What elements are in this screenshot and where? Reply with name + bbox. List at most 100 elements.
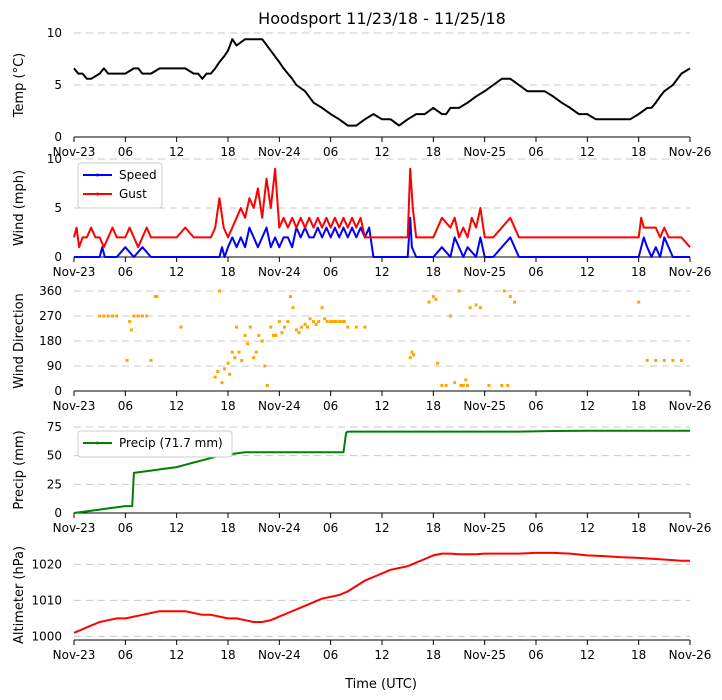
data-point: [342, 320, 346, 324]
data-point: [329, 320, 333, 324]
data-point: [323, 317, 327, 321]
data-point: [679, 358, 683, 362]
data-point: [314, 322, 318, 326]
x-tick-label: 12: [580, 265, 595, 279]
panel-alt: 1000 1010 1020 Nov-23 06 12 18 Nov-24 06 12 18 Nov-…: [12, 546, 711, 662]
legend-marker: [96, 441, 99, 445]
x-tick-label: 18: [220, 265, 235, 279]
x-tick-label: 18: [220, 648, 235, 662]
x-tick-label: Nov-23: [53, 265, 96, 279]
x-tick-label: 06: [528, 399, 543, 413]
data-point: [269, 325, 273, 329]
series-line-speed: [74, 216, 690, 258]
data-point: [240, 358, 244, 362]
x-tick-label: 06: [118, 521, 133, 535]
x-tick-label: 18: [426, 145, 441, 159]
x-tick-label: Nov-24: [258, 145, 301, 159]
data-point: [508, 295, 512, 299]
x-tick-label: 06: [323, 145, 338, 159]
data-point: [263, 364, 267, 368]
legend-label: Precip (71.7 mm): [119, 436, 223, 450]
data-point: [363, 325, 367, 329]
data-point: [153, 295, 157, 299]
data-point: [288, 295, 292, 299]
x-tick-label: 06: [118, 265, 133, 279]
x-axis-label: Time (UTC): [344, 677, 417, 692]
series-line-temp: [73, 38, 691, 127]
panel-wind: 0 5 10 Nov-23 06 12 18 Nov-24 06 12 18 Nov-25 06 12 18…: [12, 152, 711, 279]
data-point: [325, 320, 329, 324]
data-point: [300, 325, 304, 329]
data-point: [115, 314, 119, 318]
data-point: [106, 314, 110, 318]
data-point: [243, 333, 247, 337]
x-tick-label: Nov-26: [669, 145, 712, 159]
y-axis-label-precip: Precip (mm): [12, 430, 27, 509]
data-point: [297, 331, 301, 335]
series-line-altimeter: [73, 551, 690, 634]
series-line-precip: [73, 429, 690, 514]
data-point: [513, 300, 517, 304]
data-point: [506, 383, 510, 387]
data-point: [459, 383, 463, 387]
x-tick-label: 18: [426, 648, 441, 662]
data-point: [140, 314, 144, 318]
data-point: [235, 325, 239, 329]
x-tick-label: 12: [374, 145, 389, 159]
data-point: [412, 353, 416, 357]
x-tick-label: 18: [631, 521, 646, 535]
y-tick-label: 0: [54, 506, 62, 520]
y-tick-label: 270: [39, 309, 62, 323]
data-point: [254, 350, 258, 354]
x-tick-label: 12: [169, 399, 184, 413]
data-point: [111, 314, 114, 318]
data-point: [671, 358, 675, 362]
data-point: [453, 381, 457, 385]
data-point: [277, 320, 281, 324]
y-tick-label: 180: [39, 334, 62, 348]
data-point: [500, 383, 504, 387]
x-tick-label: 12: [169, 145, 184, 159]
x-tick-label: 06: [323, 399, 338, 413]
data-point: [466, 383, 470, 387]
data-point: [461, 383, 465, 387]
data-point: [346, 325, 350, 329]
panel-precip: 0 25 50 75 Nov-23 06 12 18 Nov-24 06 12 18 Nov-25 06 1…: [12, 420, 711, 535]
data-point: [434, 297, 438, 301]
y-tick-label: 0: [54, 130, 62, 144]
data-point: [334, 320, 338, 324]
data-point: [637, 300, 641, 304]
y-tick-label: 1010: [31, 593, 62, 607]
x-tick-label: 12: [374, 265, 389, 279]
y-tick-label: 25: [47, 477, 62, 491]
x-tick-label: 12: [580, 399, 595, 413]
data-point: [217, 289, 221, 293]
data-point: [410, 350, 414, 354]
data-point: [286, 320, 290, 324]
data-point: [271, 333, 275, 337]
data-point: [128, 320, 132, 324]
data-point: [408, 356, 412, 360]
y-tick-label: 360: [39, 284, 62, 298]
data-point: [102, 314, 106, 318]
x-tick-label: Nov-24: [258, 399, 301, 413]
data-point: [440, 383, 444, 387]
data-point: [226, 361, 230, 365]
x-tick-label: 06: [528, 648, 543, 662]
x-tick-label: Nov-25: [463, 521, 506, 535]
data-point: [248, 325, 252, 329]
data-point: [331, 320, 335, 324]
data-point: [213, 375, 217, 379]
y-tick-label: 5: [54, 78, 62, 92]
data-point: [179, 325, 183, 329]
x-tick-label: 06: [323, 265, 338, 279]
y-tick-label: 50: [47, 449, 62, 463]
data-point: [487, 383, 491, 387]
data-point: [317, 320, 321, 324]
x-tick-label: 06: [118, 145, 133, 159]
y-axis-label-wind: Wind (mph): [12, 170, 27, 246]
data-point: [265, 383, 269, 387]
data-point: [457, 289, 461, 293]
data-point: [436, 361, 440, 365]
x-tick-label: 12: [374, 648, 389, 662]
